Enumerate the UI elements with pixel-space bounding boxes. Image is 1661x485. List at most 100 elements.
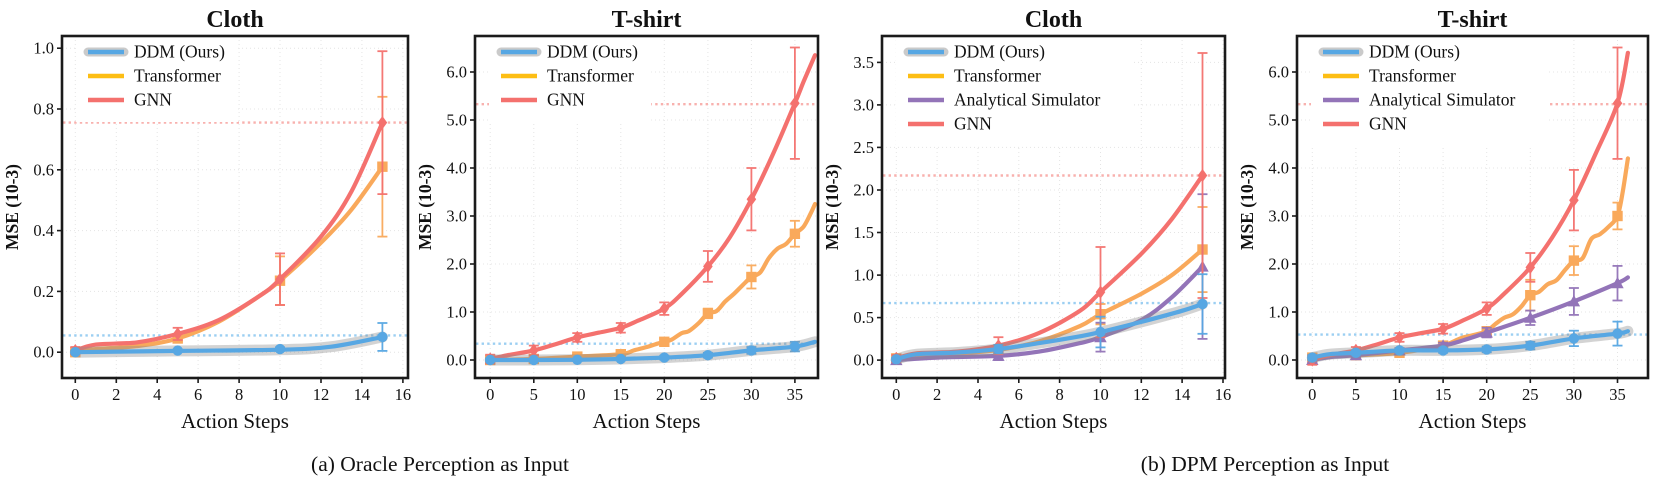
caption-dpm: (b) DPM Perception as Input: [1140, 452, 1390, 476]
x-tick-label: 8: [1055, 385, 1063, 404]
data-point-diamond: [1438, 322, 1448, 336]
legend-label: Transformer: [954, 66, 1041, 86]
series-markers: [485, 96, 800, 366]
y-axis-label: MSE (10-3): [415, 164, 435, 250]
series-markers: [891, 298, 1208, 365]
x-tick-label: 14: [354, 385, 371, 404]
y-tick-label: 0.0: [853, 351, 874, 370]
series-group: [484, 46, 818, 366]
chart-title: Cloth: [1025, 7, 1082, 33]
legend: DDM (Ours) Transformer Analytical Simulato…: [1311, 40, 1547, 146]
series-curve: [1310, 50, 1630, 363]
x-axis-label: Action Steps: [1419, 409, 1527, 433]
axis-border: [473, 34, 820, 380]
legend-label: DDM (Ours): [134, 42, 225, 62]
legend: DDM (Ours) Transformer Analytical Simulato…: [896, 40, 1132, 146]
data-point-diamond: [1569, 193, 1579, 207]
legend-background: [1311, 40, 1547, 146]
x-axis-label: Action Steps: [181, 409, 289, 433]
legend-label: GNN: [954, 114, 992, 134]
x-tick-label: 30: [1566, 385, 1583, 404]
series-markers: [1307, 328, 1623, 363]
x-tick-label: 5: [530, 385, 538, 404]
series-group: [890, 52, 1209, 366]
y-tick-label: 0.2: [33, 282, 54, 301]
chart-title: T-shirt: [1438, 7, 1508, 33]
data-point-diamond: [572, 330, 583, 344]
series-markers: [70, 116, 388, 358]
axis-border: [60, 34, 410, 380]
data-point-square: [702, 308, 714, 319]
data-point-circle: [274, 343, 286, 355]
x-tick-label: 35: [787, 385, 804, 404]
chart-panel: 0 2 4 6 8 10 12 14 16 0.0 0.2 0.4 0.6 0.8 1.0 Cloth Acti…: [2, 7, 411, 433]
legend-label: Transformer: [1369, 66, 1456, 86]
charts-canvas: 0 2 4 6 8 10 12 14 16 0.0 0.2 0.4 0.6 0.8 1.0 Cloth Acti…: [2, 7, 1650, 433]
data-point-circle: [1525, 340, 1536, 351]
series-markers: [485, 341, 801, 366]
y-tick-label: 5.0: [1268, 111, 1289, 130]
caption-oracle: (a) Oracle Perception as Input: [311, 452, 569, 476]
data-point-circle: [572, 354, 583, 365]
legend-label: DDM (Ours): [954, 42, 1045, 62]
x-tick-label: 30: [743, 385, 760, 404]
series-markers: [891, 168, 1208, 365]
x-tick-label: 2: [933, 385, 941, 404]
y-tick-label: 5.0: [446, 111, 467, 130]
data-point-triangle: [1524, 311, 1537, 323]
chart-title: Cloth: [206, 7, 263, 33]
y-axis-label: MSE (10-3): [2, 164, 22, 250]
legend-label: Transformer: [134, 66, 221, 86]
chart-panel: 0 5 10 15 20 25 30 35 0.0 1.0 2.0 3.0 4.0 5.0 6.0 T-shi…: [1237, 7, 1650, 433]
x-tick-label: 6: [1015, 385, 1023, 404]
data-point-square: [1568, 255, 1580, 266]
y-tick-label: 0.8: [33, 100, 54, 119]
data-point-diamond: [275, 272, 285, 286]
y-tick-label: 0.0: [1268, 351, 1289, 370]
data-point-circle: [746, 345, 757, 356]
series-curve: [1310, 329, 1630, 360]
axis-border: [880, 34, 1227, 380]
y-tick-label: 0.6: [33, 160, 54, 179]
legend-background: [896, 40, 1132, 146]
x-axis-label: Action Steps: [1000, 409, 1108, 433]
data-point-circle: [1307, 352, 1318, 363]
data-point-diamond: [172, 327, 183, 341]
x-tick-label: 35: [1609, 385, 1626, 404]
data-point-circle: [528, 354, 539, 366]
y-tick-label: 3.0: [446, 207, 467, 226]
data-point-diamond: [616, 321, 626, 335]
legend: DDM (Ours) Transformer GNN: [489, 40, 652, 122]
y-tick-label: 2.0: [853, 181, 874, 200]
data-point-circle: [1350, 347, 1362, 358]
x-tick-label: 10: [1092, 385, 1109, 404]
y-tick-label: 1.0: [1268, 303, 1289, 322]
data-point-diamond: [1095, 285, 1106, 299]
series-markers: [70, 331, 388, 358]
data-point-diamond: [1481, 302, 1492, 316]
y-tick-label: 1.0: [853, 266, 874, 285]
series-curve: [1310, 275, 1630, 363]
data-point-diamond: [529, 343, 539, 357]
x-tick-label: 5: [1352, 385, 1360, 404]
legend-label: Analytical Simulator: [1369, 90, 1515, 110]
legend-label: GNN: [547, 90, 585, 110]
y-tick-label: 3.0: [853, 95, 874, 114]
series-curve: [894, 264, 1205, 363]
data-point-square: [659, 336, 670, 347]
data-point-diamond: [1525, 260, 1536, 274]
x-tick-label: 0: [1308, 385, 1316, 404]
data-point-circle: [1095, 326, 1106, 338]
y-tick-label: 3.0: [1268, 207, 1289, 226]
axis-border: [1295, 34, 1650, 380]
series-curve: [894, 173, 1205, 361]
series-group: [69, 50, 388, 358]
y-tick-label: 2.0: [446, 255, 467, 274]
series-group: [1306, 46, 1634, 367]
y-tick-label: 1.0: [33, 39, 54, 58]
data-point-triangle: [992, 349, 1005, 361]
legend-label: GNN: [1369, 114, 1407, 134]
data-point-square: [1525, 290, 1536, 301]
error-bars: [485, 219, 800, 363]
x-tick-label: 16: [1215, 385, 1232, 404]
